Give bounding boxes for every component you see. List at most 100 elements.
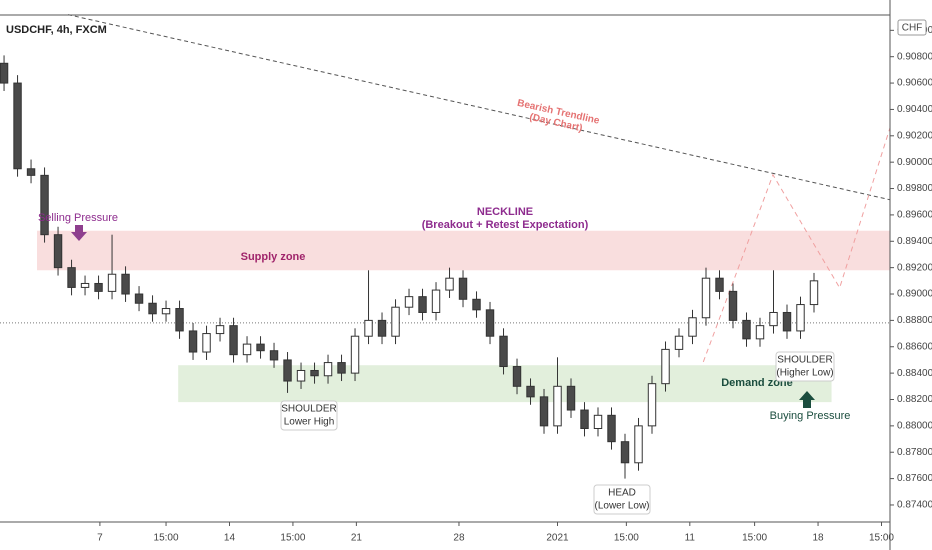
x-tick-label: 15:00 (742, 533, 767, 544)
candle-body (661, 348, 670, 385)
candle-body (539, 396, 549, 427)
x-tick-label: 21 (351, 533, 363, 544)
candle-body (242, 343, 252, 356)
y-tick-label: 0.90600 (897, 78, 932, 89)
candle-body (256, 343, 265, 352)
candle-body (553, 385, 562, 427)
candle-body (391, 306, 400, 337)
right-shoulder-box (775, 351, 835, 382)
projection-path (702, 127, 891, 363)
x-tick-label: 15:00 (869, 533, 894, 544)
candle-body (40, 174, 49, 236)
left-shoulder-box (280, 400, 338, 431)
right-shoulder-title: SHOULDER (777, 355, 833, 366)
candle-body (94, 282, 103, 292)
y-tick-label: 0.87400 (897, 500, 932, 511)
candle-body (121, 273, 130, 295)
x-tick-label: 18 (812, 533, 824, 544)
candle-body (674, 335, 684, 350)
candle-body (782, 311, 792, 332)
candle-body (796, 304, 805, 332)
y-tick-label: 0.88800 (897, 315, 932, 326)
candle-body (445, 277, 454, 291)
x-tick-label: 7 (97, 533, 103, 544)
candle-body (107, 273, 117, 292)
candle-body (728, 290, 738, 321)
y-tick-label: 0.89000 (897, 289, 932, 300)
y-tick-label: 0.87600 (897, 473, 932, 484)
y-tick-label: 0.88400 (897, 368, 932, 379)
candle-body (809, 280, 819, 306)
candle-body (13, 82, 22, 170)
left-shoulder-title: SHOULDER (281, 404, 337, 415)
head-box (593, 484, 651, 515)
candle-body (26, 168, 36, 176)
x-tick-label: 15:00 (614, 533, 639, 544)
candle-body (161, 308, 171, 315)
y-tick-label: 0.89200 (897, 262, 932, 273)
up-arrow (799, 391, 815, 408)
candle-body (80, 282, 90, 288)
candle-body (580, 409, 589, 429)
y-tick-label: 0.88000 (897, 421, 932, 432)
candle-body (296, 369, 306, 382)
x-tick-label: 11 (685, 533, 696, 544)
candle-body (593, 414, 603, 429)
currency: CHF (902, 23, 923, 34)
candle-body (175, 308, 184, 332)
neckline-subtitle: (Breakout + Retest Expectation) (422, 219, 589, 231)
candle-body (715, 277, 724, 292)
candle-body (472, 298, 481, 311)
head-title: HEAD (608, 488, 636, 499)
candle-body (148, 302, 157, 315)
candle-body (310, 369, 319, 377)
candle-body (283, 359, 292, 382)
x-tick-label: 15:00 (280, 533, 305, 544)
head-subtitle: (Lower Low) (594, 501, 649, 512)
axes: 0.910000.908000.906000.904000.902000.900… (97, 25, 932, 544)
candle-body (134, 293, 144, 304)
candle-body (53, 234, 63, 269)
y-tick-label: 0.89600 (897, 210, 932, 221)
candle-body (188, 330, 198, 353)
supply-zone (36, 230, 890, 271)
y-tick-label: 0.90200 (897, 130, 932, 141)
x-tick-label: 15:00 (154, 533, 179, 544)
candle-body (769, 311, 778, 327)
candle-body (377, 319, 387, 337)
candle-body (431, 289, 441, 313)
candle-body (0, 62, 9, 84)
candle-body (404, 296, 414, 308)
x-tick-label: 28 (453, 533, 465, 544)
candle-body (485, 309, 495, 337)
candle-body (323, 362, 333, 377)
selling-pressure-label: Selling Pressure (38, 212, 118, 224)
y-tick-label: 0.90800 (897, 51, 932, 62)
y-tick-label: 0.88200 (897, 394, 932, 405)
chart-title: USDCHF, 4h, FXCM (6, 24, 107, 36)
bearish-trendline (67, 14, 891, 201)
y-tick-label: 0.90400 (897, 104, 932, 115)
right-shoulder-subtitle: (Higher Low) (776, 368, 833, 379)
candle-body (418, 296, 427, 313)
demand-zone-label: Demand zone (721, 377, 793, 389)
candle-body (67, 267, 76, 288)
supply-zone-label: Supply zone (241, 251, 306, 263)
x-tick-label: 2021 (546, 533, 569, 544)
candle-body (229, 325, 238, 356)
y-tick-label: 0.89800 (897, 183, 932, 194)
candle-body (620, 441, 630, 464)
candle-body (364, 319, 373, 337)
candle-body (634, 425, 643, 464)
candle-body (269, 350, 279, 361)
down-arrow (71, 225, 87, 241)
y-tick-label: 0.89400 (897, 236, 932, 247)
neckline-title: NECKLINE (477, 206, 533, 218)
currency-badge (897, 19, 927, 36)
candle-body (755, 325, 765, 340)
candle-body (701, 277, 711, 319)
candle-body (566, 385, 576, 411)
x-tick-label: 14 (224, 533, 236, 544)
candle-body (607, 414, 616, 443)
